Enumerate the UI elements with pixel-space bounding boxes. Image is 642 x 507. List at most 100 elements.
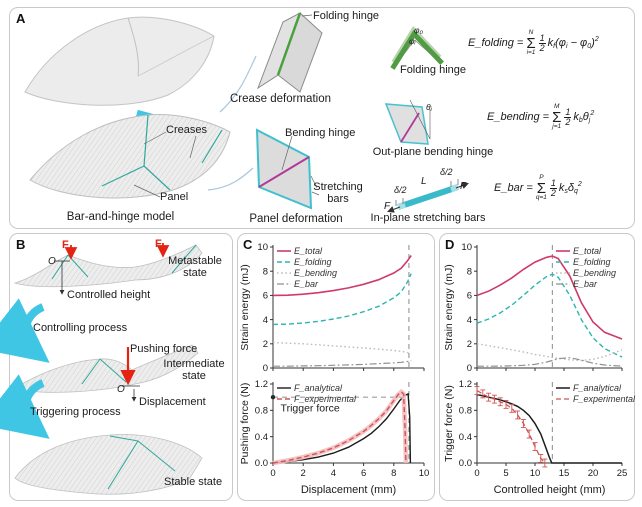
pointer-lines (133, 131, 197, 198)
force-label-2: F (155, 238, 162, 250)
svg-text:6: 6 (467, 291, 472, 302)
svg-text:2: 2 (467, 339, 472, 350)
panel-c-label: C (243, 237, 253, 252)
intermediate-state-label: Intermediate state (163, 358, 225, 383)
panel-d-frame (439, 233, 635, 501)
creases-label: Creases (166, 124, 207, 136)
stretching-bars-caption: In-plane stretching bars (370, 212, 486, 224)
svg-text:Trigger force: Trigger force (281, 403, 340, 415)
svg-text:E_total: E_total (294, 246, 323, 256)
svg-text:0.4: 0.4 (459, 432, 472, 443)
force-left-label: F (384, 201, 391, 212)
svg-text:4: 4 (467, 315, 472, 326)
bending-hinge-caption: Out-plane bending hinge (372, 146, 494, 158)
connector-curves (207, 55, 257, 191)
panel-d-label: D (445, 237, 455, 252)
svg-text:15: 15 (559, 468, 570, 479)
stable-state-label: Stable state (164, 476, 223, 488)
panel-deformation-caption: Panel deformation (249, 213, 343, 225)
svg-text:20: 20 (588, 468, 599, 479)
svg-text:8: 8 (467, 266, 472, 277)
chart-d-bottom: 0.0 0.4 0.8 1.2 0 5 10 15 20 25 Trigger force (N) C… (443, 379, 636, 496)
crease-deformation-icon (256, 11, 323, 93)
folding-hinge-line (276, 12, 302, 76)
svg-text:2: 2 (263, 339, 268, 350)
controlling-process-arrow-icon (0, 298, 50, 363)
chart-c-bottom: Trigger force 0.0 0.4 0.8 1.2 0 2 4 6 8 10 Pushing … (239, 379, 430, 496)
svg-text:Strain energy (mJ): Strain energy (mJ) (443, 264, 455, 350)
force-label-1: F (62, 239, 69, 251)
folding-hinge-pointer-label: Folding hinge (313, 10, 380, 22)
displacement-label: Displacement (139, 396, 206, 408)
pushing-force-label: Pushing force (130, 343, 198, 355)
svg-text:10: 10 (530, 468, 541, 479)
svg-text:F_experimental: F_experimental (573, 394, 636, 404)
svg-text:1.2: 1.2 (459, 379, 472, 390)
svg-text:Displacement (mm): Displacement (mm) (301, 484, 396, 496)
controlling-process-label: Controlling process (33, 322, 128, 334)
delta-left-label: δ/2 (394, 185, 407, 195)
svg-text:8: 8 (391, 468, 396, 479)
svg-text:0.0: 0.0 (459, 458, 472, 469)
svg-text:4: 4 (263, 315, 268, 326)
svg-text:F_experimental: F_experimental (294, 394, 357, 404)
theta-label: θⱼ (426, 102, 433, 112)
panel-b-label: B (16, 237, 26, 252)
intermediate-state-illustration (14, 344, 199, 402)
svg-text:Controlled height (mm): Controlled height (mm) (494, 484, 606, 496)
svg-text:6: 6 (361, 468, 366, 479)
svg-text:E_bar: E_bar (573, 279, 598, 289)
svg-text:F_analytical: F_analytical (573, 383, 622, 393)
svg-text:2: 2 (301, 468, 306, 479)
in-plane-stretching-bar-icon (387, 179, 469, 213)
svg-text:Trigger force (N): Trigger force (N) (443, 385, 455, 462)
folding-hinge-icon (390, 25, 444, 70)
crease-deformation-caption: Crease deformation (230, 93, 331, 105)
svg-text:5: 5 (503, 468, 508, 479)
phii-label: φᵢ (409, 36, 416, 46)
panel-label: Panel (160, 191, 189, 203)
model-caption: Bar-and-hinge model (66, 211, 175, 223)
bending-hinge-label: Bending hinge (285, 127, 356, 139)
svg-text:0.8: 0.8 (459, 406, 472, 417)
svg-text:10: 10 (419, 468, 430, 479)
triggering-process-label: Triggering process (30, 406, 121, 418)
chart-d-top: 0 2 4 6 8 10 Strain energy (mJ) E_totalE_foldin… (443, 242, 623, 374)
stable-state-illustration (14, 434, 203, 495)
svg-text:0: 0 (270, 468, 275, 479)
svg-text:E_folding: E_folding (573, 257, 611, 267)
delta-right-label: δ/2 (440, 167, 453, 177)
svg-text:1.2: 1.2 (255, 379, 268, 390)
phi0-label: φ₀ (414, 25, 424, 35)
svg-text:E_bending: E_bending (573, 268, 616, 278)
svg-text:0: 0 (263, 363, 268, 374)
svg-text:E_bending: E_bending (294, 268, 337, 278)
panel-c-frame (237, 233, 435, 501)
bar-and-hinge-model-illustration (29, 113, 231, 199)
triggering-process-arrow-icon (0, 374, 50, 439)
panel-deformation-icon (255, 128, 320, 210)
force-right-label: F (460, 181, 467, 192)
svg-text:4: 4 (331, 468, 336, 479)
svg-text:E_bar: E_bar (294, 279, 319, 289)
svg-text:E_folding: E_folding (294, 257, 332, 267)
svg-text:25: 25 (617, 468, 628, 479)
panel-a-label: A (16, 11, 26, 26)
chart-c-top: 0 2 4 6 8 10 Strain energy (mJ) E_totalE_foldin… (239, 242, 425, 374)
svg-text:0.8: 0.8 (255, 406, 268, 417)
svg-text:10: 10 (257, 242, 268, 253)
bar-length-label: L (421, 176, 427, 187)
stretching-bars-label: Stretching bars (313, 181, 363, 206)
svg-text:F_analytical: F_analytical (294, 383, 343, 393)
svg-text:Pushing force (N): Pushing force (N) (239, 383, 251, 465)
panel-a-illustration (24, 11, 469, 213)
bending-hinge-line (258, 156, 310, 188)
svg-text:0: 0 (467, 363, 472, 374)
svg-text:0.0: 0.0 (255, 458, 268, 469)
origin-label-2: O (117, 384, 125, 395)
out-plane-bending-hinge-icon (384, 99, 431, 145)
